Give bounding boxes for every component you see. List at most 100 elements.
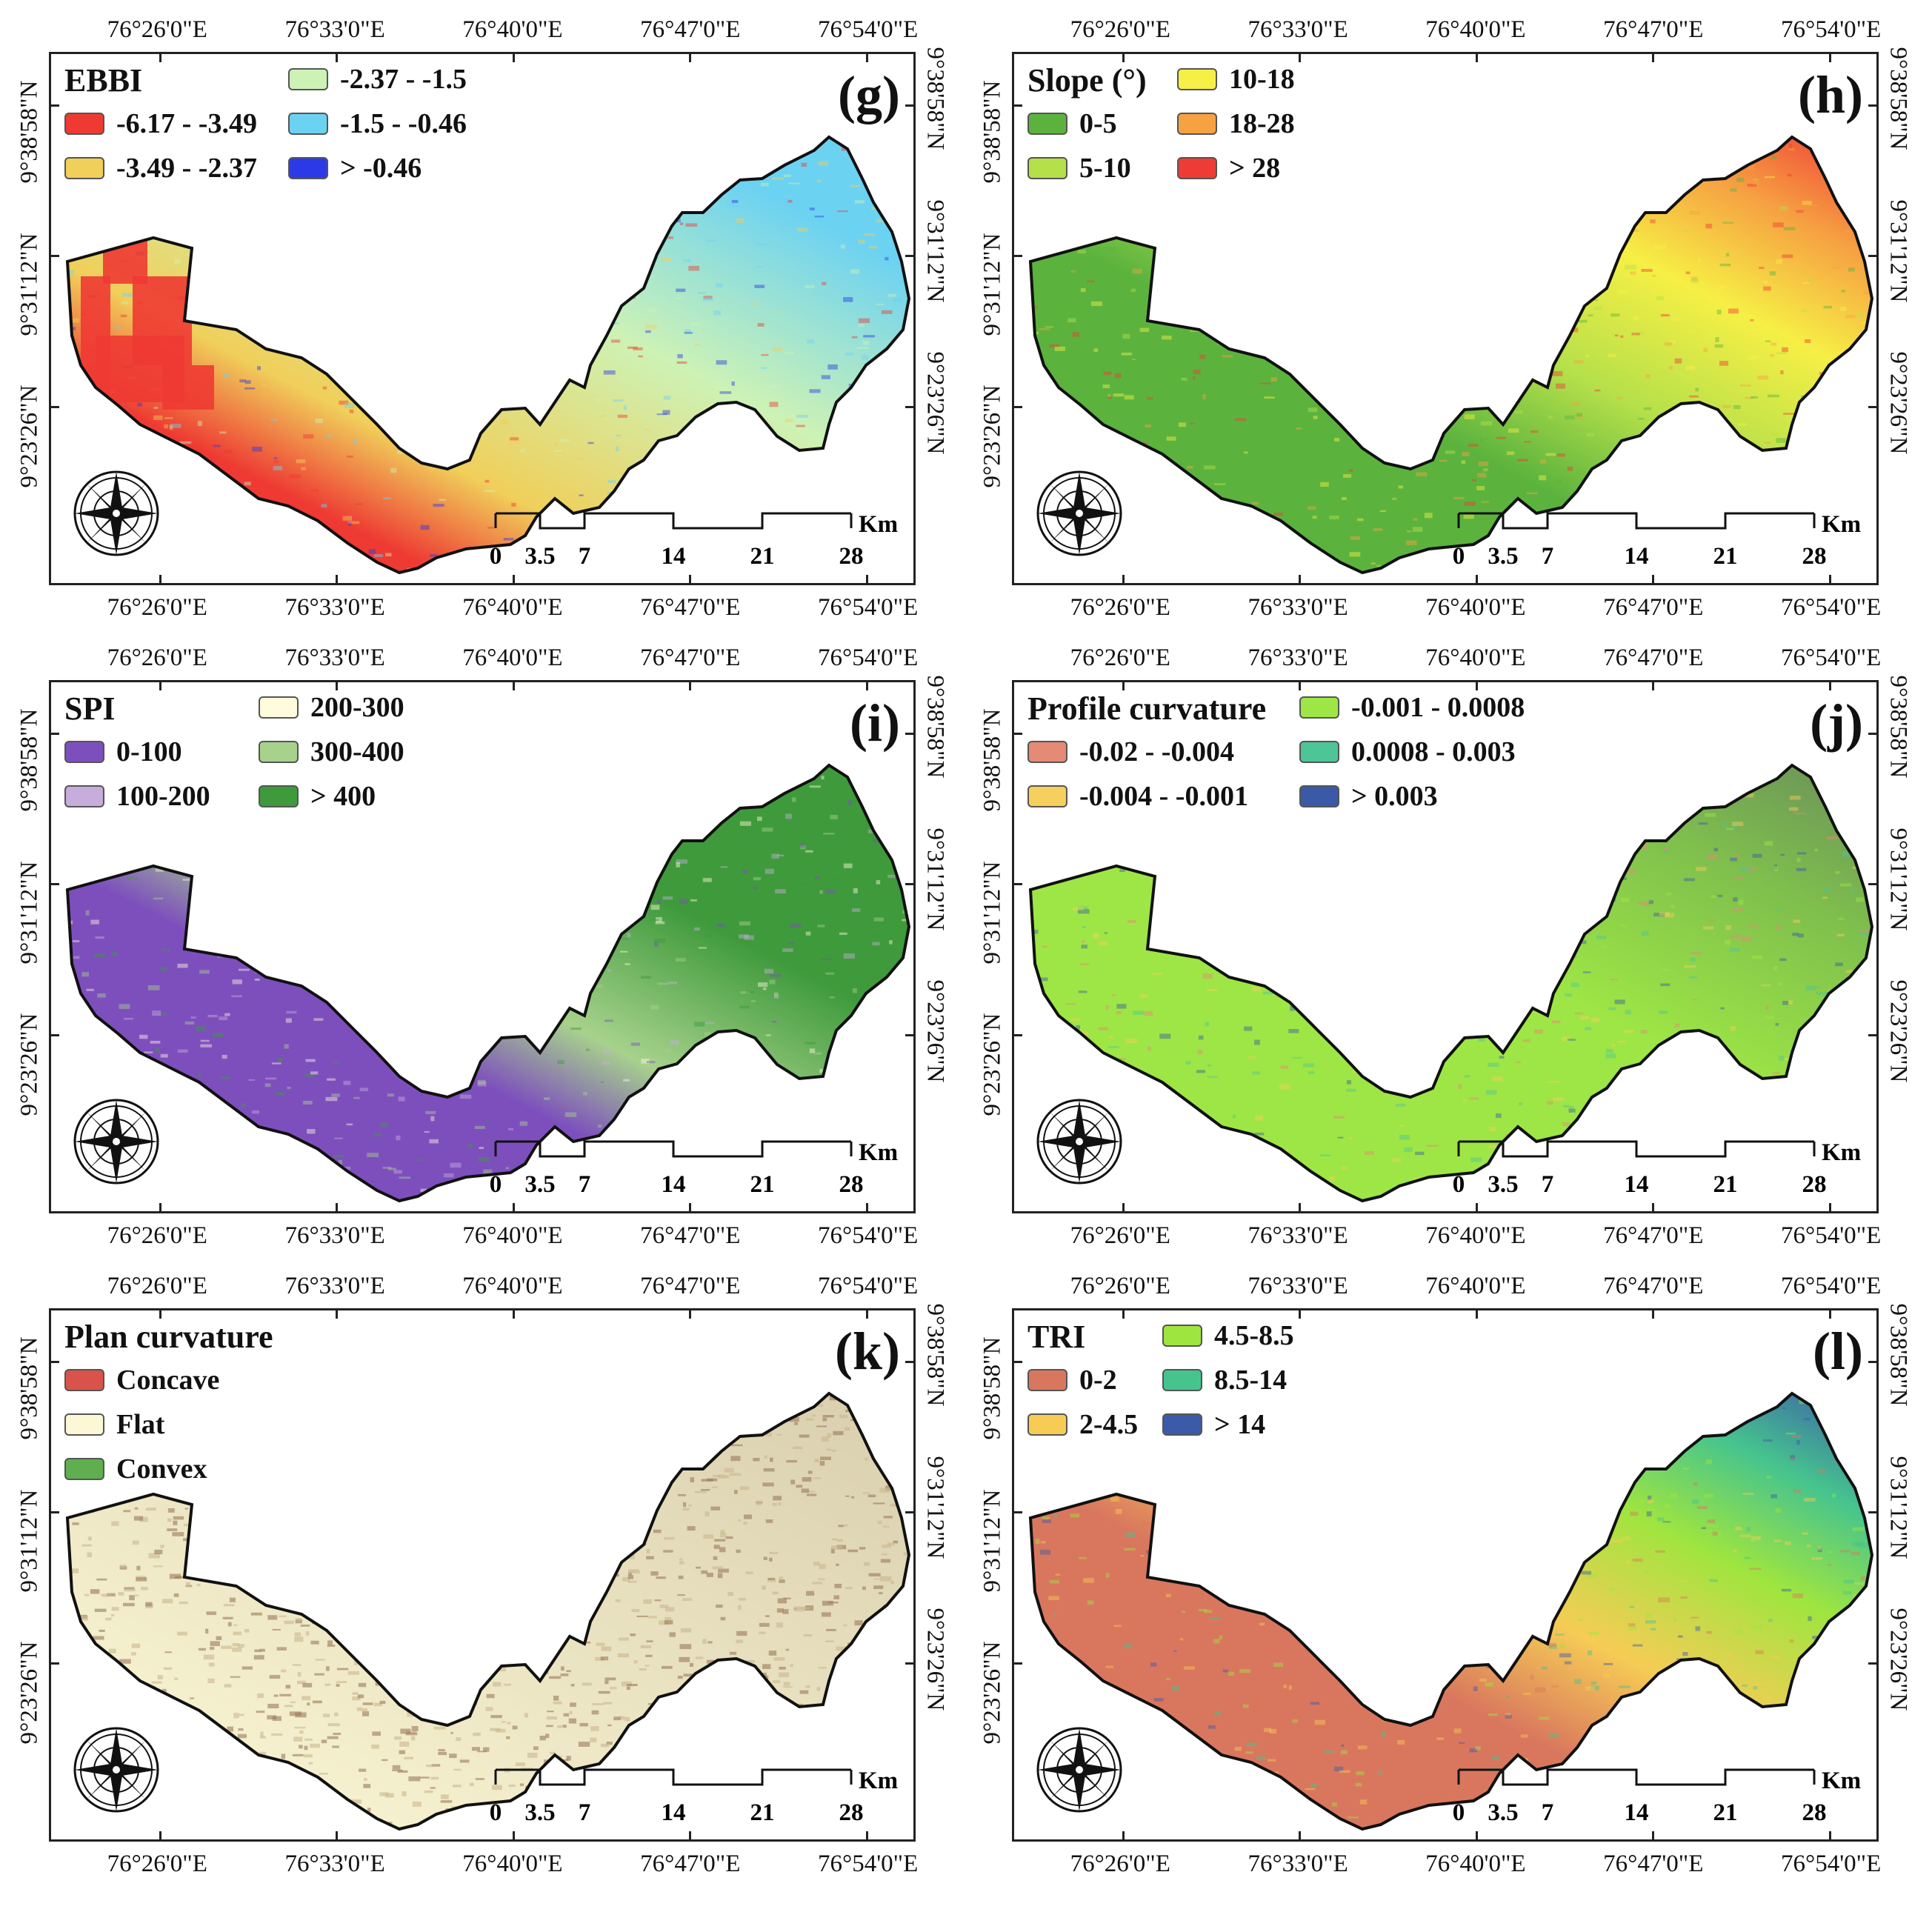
scale-bar-label: 0	[1453, 543, 1465, 570]
graticule-tick	[905, 1360, 913, 1363]
graticule-tick	[1299, 1310, 1302, 1319]
scale-bar-label: 14	[662, 1171, 686, 1198]
graticule-tick	[1014, 1511, 1022, 1514]
scale-bar-label: 3.5	[1488, 1171, 1518, 1198]
panel-label: (g)	[838, 65, 900, 124]
legend-label: Flat	[116, 1409, 165, 1440]
legend-label: > 400	[310, 781, 376, 812]
latitude-label: 9°38'58"N	[1885, 1303, 1912, 1407]
legend-title: TRI	[1027, 1319, 1086, 1355]
legend-label: 200-300	[310, 692, 404, 723]
longitude-label: 76°26'0"E	[107, 594, 207, 621]
scale-bar-label: 14	[1625, 1799, 1649, 1826]
graticule-tick	[905, 1033, 913, 1036]
latitude-label: 9°31'12"N	[16, 233, 43, 336]
legend-label: > -0.46	[340, 153, 422, 184]
longitude-labels-top: 76°26'0"E 76°33'0"E 76°40'0"E 76°47'0"E 76°5…	[1012, 644, 1882, 674]
legend-swatch	[1177, 68, 1217, 90]
legend-label: 300-400	[310, 736, 404, 767]
graticule-tick	[1122, 1831, 1125, 1839]
latitude-label: 9°23'26"N	[16, 1641, 43, 1745]
longitude-label: 76°40'0"E	[1425, 16, 1526, 43]
longitude-label: 76°40'0"E	[462, 1273, 563, 1299]
legend-item: 8.5-14	[1162, 1364, 1287, 1396]
legend-label: -0.001 - 0.0008	[1351, 692, 1525, 723]
graticule-tick	[1014, 405, 1022, 408]
longitude-label: 76°47'0"E	[640, 1273, 741, 1299]
watershed-boundary	[65, 1391, 911, 1831]
latitude-label: 9°23'26"N	[922, 979, 949, 1083]
scale-bar: 0 3.5 7 14 21 28 Km	[1453, 1139, 1861, 1198]
scale-bar: 0 3.5 7 14 21 28 Km	[490, 1768, 898, 1826]
latitude-label: 9°31'12"N	[979, 233, 1006, 336]
longitude-label: 76°47'0"E	[1603, 594, 1704, 621]
latitude-label: 9°23'26"N	[979, 384, 1006, 488]
north-arrow-compass-icon	[73, 470, 159, 556]
longitude-label: 76°40'0"E	[1425, 1222, 1526, 1249]
scale-bar-unit: Km	[1822, 1139, 1861, 1166]
north-arrow-compass-icon	[73, 1727, 159, 1813]
legend-swatch	[288, 68, 328, 90]
scale-bar-unit: Km	[1822, 1768, 1861, 1794]
longitude-label: 76°26'0"E	[1070, 1851, 1170, 1877]
graticule-tick	[865, 1310, 868, 1319]
legend-item: 10-18	[1177, 63, 1295, 96]
graticule-tick	[1828, 1203, 1831, 1211]
legend-item: -0.001 - 0.0008	[1299, 691, 1525, 724]
latitude-label: 9°23'26"N	[922, 351, 949, 455]
latitude-label: 9°31'12"N	[1885, 199, 1912, 303]
scale-bar-label: 0	[490, 1171, 502, 1198]
legend-item: 0-5	[1027, 107, 1117, 140]
legend-item: 0-2	[1027, 1364, 1117, 1396]
scale-bar-label: 0	[1453, 1799, 1465, 1826]
scale-bar: 0 3.5 7 14 21 28 Km	[490, 511, 898, 570]
graticule-tick	[1868, 732, 1876, 735]
scale-bar-label: 14	[1625, 1171, 1649, 1198]
legend-item: Convex	[64, 1453, 207, 1485]
latitude-labels-left: 9°38'58"N 9°31'12"N 9°23'26"N	[976, 52, 1009, 585]
legend-swatch	[1027, 741, 1067, 763]
graticule-tick	[1828, 1831, 1831, 1839]
scale-bar-label: 7	[579, 1171, 591, 1198]
scale-bar-label: 0	[490, 543, 502, 570]
legend-swatch	[1027, 1369, 1067, 1391]
graticule-tick	[512, 1203, 515, 1211]
graticule-tick	[1014, 255, 1022, 258]
longitude-label: 76°40'0"E	[462, 644, 563, 671]
legend-label: 10-18	[1229, 64, 1295, 95]
graticule-tick	[905, 255, 913, 258]
watershed-map	[65, 763, 911, 1203]
longitude-label: 76°54'0"E	[1781, 644, 1882, 671]
graticule-tick	[1475, 682, 1478, 690]
longitude-label: 76°54'0"E	[1781, 16, 1882, 43]
latitude-labels-left: 9°38'58"N 9°31'12"N 9°23'26"N	[976, 680, 1009, 1213]
legend-title: Slope (°)	[1027, 62, 1147, 99]
graticule-tick	[159, 54, 161, 62]
latitude-label: 9°38'58"N	[922, 47, 949, 150]
scale-bar-label: 3.5	[1488, 1799, 1518, 1826]
longitude-label: 76°33'0"E	[1248, 594, 1348, 621]
legend-swatch	[1299, 696, 1339, 719]
map-panel-g: 76°26'0"E 76°33'0"E 76°40'0"E 76°47'0"E 76°5…	[0, 0, 963, 621]
scale-bar-label: 7	[579, 543, 591, 570]
graticule-tick	[1299, 682, 1302, 690]
graticule-tick	[1868, 1511, 1876, 1514]
longitude-labels-bottom: 76°26'0"E 76°33'0"E 76°40'0"E 76°47'0"E 76°5…	[1012, 594, 1882, 624]
latitude-label: 9°23'26"N	[922, 1608, 949, 1711]
graticule-tick	[1652, 1203, 1655, 1211]
longitude-labels-top: 76°26'0"E 76°33'0"E 76°40'0"E 76°47'0"E 76°5…	[49, 1273, 919, 1302]
legend-label: -3.49 - -2.37	[116, 153, 257, 184]
graticule-tick	[1014, 1662, 1022, 1665]
graticule-tick	[159, 682, 161, 690]
legend-swatch	[64, 157, 104, 179]
scale-bar-label: 21	[750, 1799, 775, 1826]
map-frame: Plan curvature Concave Flat Convex (k) 0 3.…	[49, 1308, 916, 1842]
legend-swatch	[1177, 113, 1217, 135]
legend-item: 100-200	[64, 780, 210, 813]
watershed-raster	[67, 137, 909, 573]
graticule-tick	[905, 732, 913, 735]
legend-label: 8.5-14	[1214, 1365, 1288, 1396]
legend-item: -0.02 - -0.004	[1027, 736, 1234, 768]
latitude-label: 9°31'12"N	[922, 827, 949, 931]
scale-bar-unit: Km	[859, 1139, 898, 1166]
